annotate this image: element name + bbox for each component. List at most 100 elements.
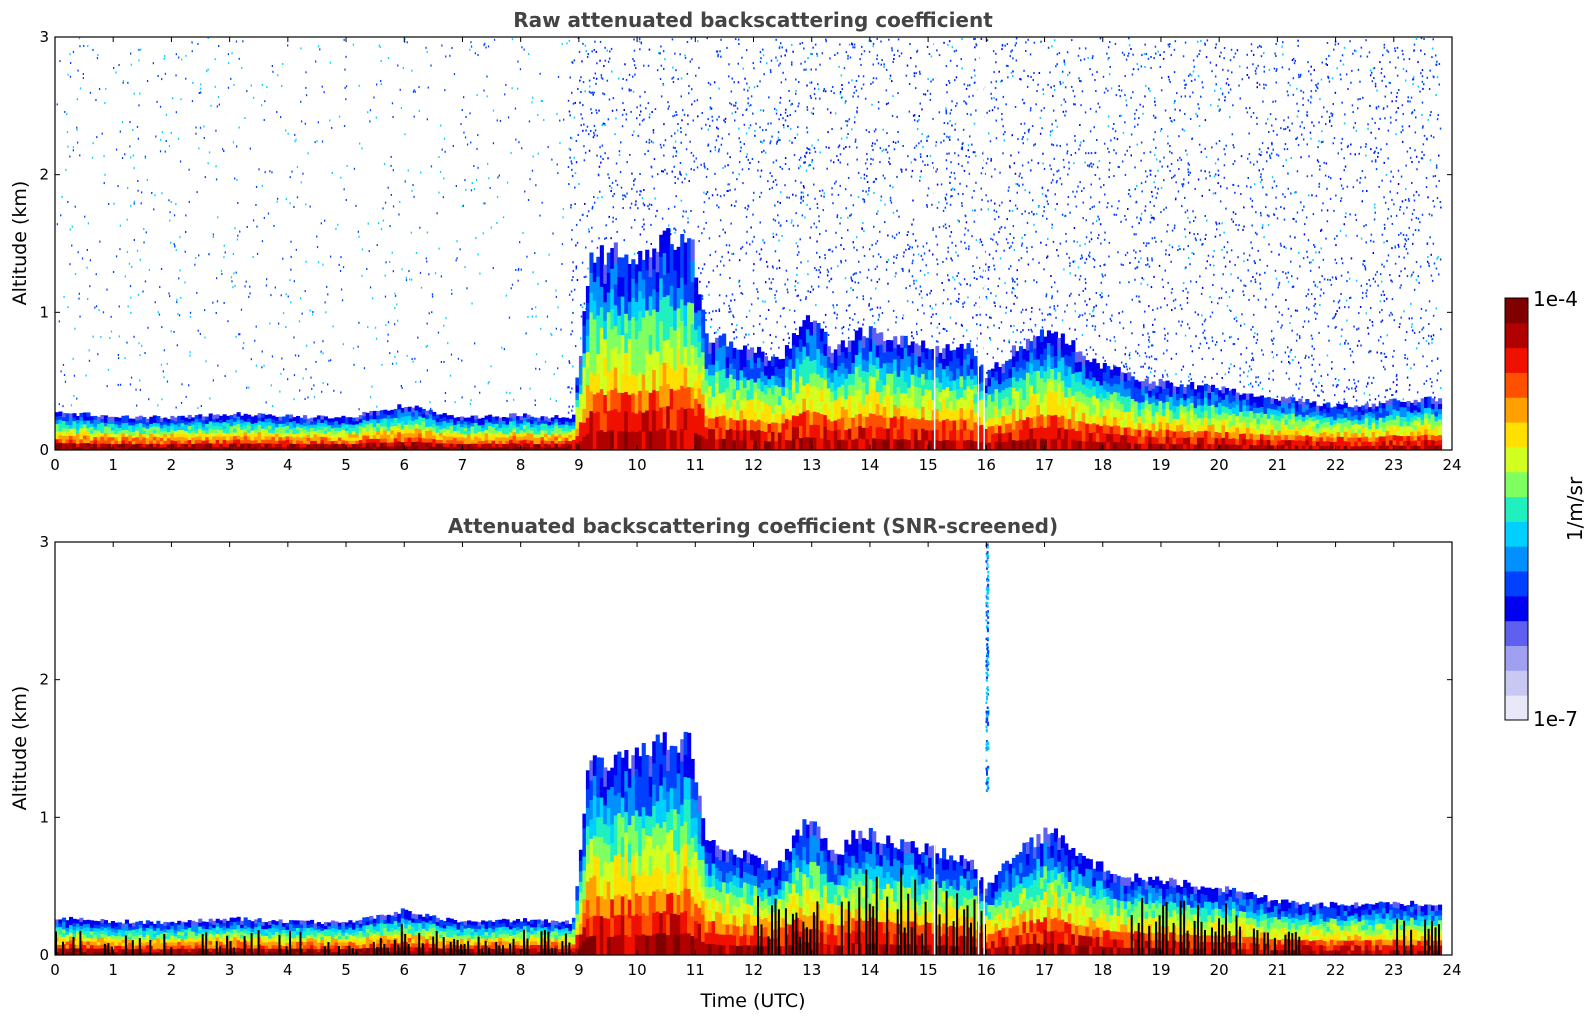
noise-pixel (1383, 223, 1386, 226)
noise-pixel (736, 324, 738, 327)
noise-pixel (770, 140, 772, 143)
noise-pixel (872, 45, 874, 48)
noise-pixel (1437, 372, 1439, 375)
noise-pixel (881, 59, 883, 61)
noise-pixel (1325, 123, 1327, 126)
noise-pixel (575, 265, 578, 268)
noise-pixel (185, 395, 187, 398)
noise-pixel (805, 169, 808, 172)
noise-pixel (1297, 110, 1300, 113)
noise-pixel (104, 102, 106, 104)
noise-pixel (1186, 153, 1188, 156)
noise-pixel (1079, 124, 1081, 126)
noise-pixel (1268, 372, 1271, 375)
noise-pixel (700, 272, 702, 275)
noise-pixel (490, 226, 492, 229)
noise-pixel (1227, 69, 1229, 72)
noise-pixel (632, 75, 634, 78)
noise-pixel (784, 163, 787, 165)
noise-pixel (944, 206, 947, 209)
noise-pixel (1187, 168, 1189, 171)
noise-pixel (598, 165, 601, 168)
noise-pixel (266, 85, 268, 88)
noise-pixel (1013, 324, 1015, 327)
noise-pixel (1437, 256, 1439, 259)
noise-pixel (1098, 201, 1101, 204)
noise-pixel (1377, 152, 1379, 154)
noise-pixel (856, 110, 858, 113)
noise-pixel (1064, 114, 1066, 117)
noise-pixel (313, 341, 315, 344)
noise-pixel (280, 294, 282, 297)
noise-pixel (474, 52, 476, 55)
noise-pixel (1289, 84, 1291, 87)
noise-pixel (1361, 296, 1364, 299)
noise-pixel (557, 75, 560, 78)
noise-pixel (517, 269, 519, 272)
noise-pixel (1351, 387, 1353, 390)
noise-pixel (1066, 252, 1068, 255)
noise-pixel (562, 216, 564, 219)
noise-pixel (1329, 197, 1332, 200)
noise-pixel (990, 158, 992, 160)
noise-pixel (1056, 53, 1059, 56)
noise-pixel (870, 157, 872, 160)
noise-pixel (1299, 375, 1302, 378)
noise-pixel (714, 172, 716, 175)
noise-pixel (174, 245, 176, 248)
noise-pixel (333, 389, 335, 392)
noise-pixel (787, 332, 789, 335)
noise-pixel (1260, 55, 1263, 58)
noise-pixel (1214, 343, 1217, 346)
noise-pixel (1063, 61, 1066, 64)
noise-pixel (876, 58, 878, 61)
noise-pixel (1400, 175, 1403, 178)
noise-pixel (1384, 396, 1386, 399)
noise-pixel (223, 244, 225, 247)
noise-pixel (1416, 391, 1419, 394)
noise-pixel (269, 322, 271, 325)
noise-pixel (261, 184, 263, 187)
noise-pixel (1285, 247, 1287, 250)
noise-pixel (925, 264, 927, 267)
noise-pixel (782, 71, 784, 74)
noise-pixel (776, 140, 778, 143)
noise-pixel (1014, 204, 1017, 207)
noise-pixel (864, 162, 867, 165)
noise-pixel (1041, 127, 1043, 130)
noise-pixel (854, 116, 856, 119)
noise-pixel (671, 38, 674, 41)
noise-pixel (1201, 194, 1203, 197)
noise-pixel (1248, 132, 1250, 135)
noise-pixel (1191, 138, 1193, 140)
noise-pixel (1388, 81, 1390, 84)
noise-pixel (961, 165, 963, 167)
noise-pixel (270, 384, 272, 387)
noise-pixel (1054, 309, 1057, 312)
noise-pixel (517, 60, 519, 63)
noise-pixel (261, 104, 263, 107)
noise-pixel (721, 137, 724, 140)
noise-pixel (1376, 89, 1378, 92)
noise-pixel (185, 77, 187, 80)
noise-pixel (1011, 277, 1013, 280)
noise-pixel (1152, 114, 1155, 117)
noise-pixel (973, 304, 976, 307)
noise-pixel (703, 227, 705, 230)
noise-pixel (1387, 208, 1390, 211)
noise-pixel (1384, 117, 1386, 120)
noise-pixel (648, 116, 651, 119)
noise-pixel (252, 96, 255, 99)
noise-pixel (1093, 259, 1096, 262)
noise-pixel (741, 327, 743, 330)
noise-pixel (963, 169, 966, 172)
noise-pixel (245, 280, 247, 283)
noise-pixel (1024, 210, 1026, 213)
noise-pixel (126, 218, 128, 221)
noise-pixel (1390, 215, 1392, 218)
noise-pixel (474, 385, 476, 388)
noise-pixel (903, 251, 905, 254)
noise-pixel (1338, 401, 1340, 404)
noise-pixel (1325, 237, 1327, 240)
noise-pixel (635, 67, 637, 69)
